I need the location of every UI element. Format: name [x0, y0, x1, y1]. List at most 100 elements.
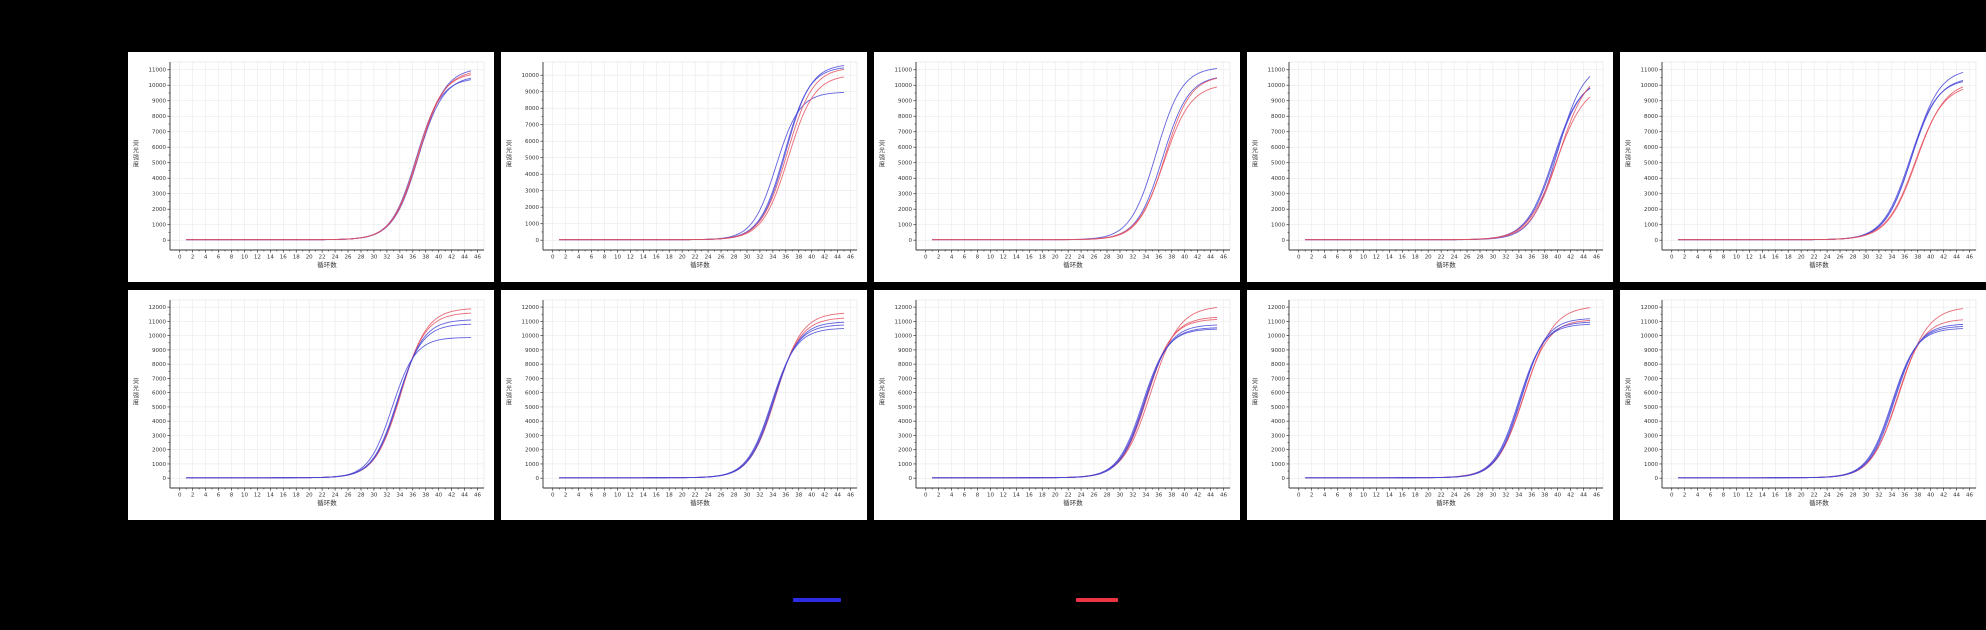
svg-text:荧: 荧	[879, 140, 885, 148]
svg-text:6: 6	[963, 493, 967, 499]
svg-text:4000: 4000	[898, 176, 912, 182]
svg-text:12: 12	[254, 493, 261, 499]
svg-text:34: 34	[1142, 255, 1149, 261]
svg-text:12: 12	[1000, 493, 1007, 499]
chart-panel-r2c3: 0 2 4 6 8 10 12 14 16 18 20 22 24 26 28 30 32 34 36 38 40 42 4…	[874, 290, 1240, 520]
svg-text:2000: 2000	[1644, 207, 1658, 213]
svg-text:8000: 8000	[898, 362, 912, 368]
svg-text:0: 0	[178, 493, 182, 499]
series-group	[932, 307, 1218, 479]
svg-text:8000: 8000	[1644, 362, 1658, 368]
svg-text:40: 40	[1181, 493, 1188, 499]
svg-text:度: 度	[1252, 399, 1258, 407]
svg-text:2000: 2000	[152, 448, 166, 454]
svg-text:光: 光	[879, 385, 885, 393]
series-blue-3	[1678, 328, 1964, 479]
chart-canvas: 0 2 4 6 8 10 12 14 16 18 20 22 24 26 28 30 32 34 36 38 40 42 4…	[133, 299, 485, 507]
svg-text:强: 强	[1625, 155, 1631, 162]
series-red-2	[186, 74, 472, 241]
svg-text:3000: 3000	[1644, 192, 1658, 198]
svg-text:44: 44	[834, 255, 841, 261]
svg-text:14: 14	[1759, 255, 1766, 261]
svg-text:8000: 8000	[1644, 114, 1658, 120]
svg-text:8: 8	[230, 493, 234, 499]
svg-text:10000: 10000	[149, 334, 167, 340]
svg-text:14: 14	[1013, 493, 1020, 499]
svg-text:7000: 7000	[152, 130, 166, 136]
svg-text:26: 26	[345, 493, 352, 499]
svg-text:24: 24	[332, 255, 339, 261]
svg-text:2000: 2000	[525, 448, 539, 454]
svg-text:4: 4	[1696, 493, 1700, 499]
svg-text:10: 10	[1733, 255, 1740, 261]
svg-text:9000: 9000	[1644, 99, 1658, 105]
svg-text:34: 34	[1515, 493, 1522, 499]
x-axis-label: 循环数	[1063, 498, 1083, 507]
svg-text:4: 4	[204, 493, 208, 499]
svg-text:10: 10	[614, 493, 621, 499]
svg-text:46: 46	[1593, 493, 1600, 499]
svg-text:5000: 5000	[525, 405, 539, 411]
svg-text:24: 24	[1451, 255, 1458, 261]
svg-text:4000: 4000	[152, 419, 166, 425]
svg-text:32: 32	[1502, 493, 1509, 499]
svg-text:20: 20	[306, 493, 313, 499]
svg-text:1000: 1000	[1644, 462, 1658, 468]
svg-text:34: 34	[1888, 255, 1895, 261]
svg-text:光: 光	[879, 147, 885, 155]
grid-lines	[1289, 62, 1603, 250]
svg-text:4000: 4000	[152, 176, 166, 182]
series-group	[559, 312, 845, 479]
svg-text:度: 度	[1252, 161, 1258, 169]
svg-text:4000: 4000	[525, 419, 539, 425]
svg-text:2: 2	[937, 255, 941, 261]
svg-text:40: 40	[1554, 255, 1561, 261]
svg-text:16: 16	[280, 255, 287, 261]
svg-text:光: 光	[1252, 147, 1258, 155]
svg-text:1000: 1000	[1644, 223, 1658, 229]
svg-text:0: 0	[924, 255, 928, 261]
svg-text:1000: 1000	[1271, 462, 1285, 468]
svg-text:3000: 3000	[152, 192, 166, 198]
svg-text:44: 44	[461, 255, 468, 261]
x-axis-label: 循环数	[1436, 498, 1456, 507]
svg-text:8: 8	[1722, 255, 1726, 261]
svg-text:26: 26	[1837, 255, 1844, 261]
svg-text:11000: 11000	[522, 319, 540, 325]
svg-text:2: 2	[1310, 255, 1314, 261]
svg-text:34: 34	[1515, 255, 1522, 261]
grid-lines	[170, 300, 484, 488]
chart-canvas: 0 2 4 6 8 10 12 14 16 18 20 22 24 26 28 30 32 34 36 38 40 42 4…	[879, 299, 1231, 507]
svg-text:34: 34	[769, 493, 776, 499]
svg-text:46: 46	[1220, 493, 1227, 499]
svg-text:0: 0	[536, 238, 540, 244]
chart-canvas: 0 2 4 6 8 10 12 14 16 18 20 22 24 26 28 30 32 34 36 38 40 42 4…	[1252, 299, 1604, 507]
svg-text:光: 光	[133, 147, 139, 155]
chart-panel-r1c2: 0 2 4 6 8 10 12 14 16 18 20 22 24 26 28 30 32 34 36 38 40 42 4…	[501, 52, 867, 282]
svg-text:38: 38	[1168, 255, 1175, 261]
x-axis-label: 循环数	[1063, 260, 1083, 269]
svg-text:荧: 荧	[133, 140, 139, 148]
x-axis-label: 循环数	[1436, 260, 1456, 269]
x-axis-label: 循环数	[690, 498, 710, 507]
grid-lines	[1289, 300, 1603, 488]
svg-text:3000: 3000	[898, 192, 912, 198]
svg-text:20: 20	[1052, 493, 1059, 499]
svg-text:6: 6	[1709, 255, 1713, 261]
svg-text:40: 40	[1181, 255, 1188, 261]
svg-text:4000: 4000	[1644, 419, 1658, 425]
svg-text:2: 2	[1683, 255, 1687, 261]
svg-text:10000: 10000	[522, 334, 540, 340]
axes	[542, 62, 857, 251]
svg-text:22: 22	[319, 255, 326, 261]
svg-text:11000: 11000	[149, 319, 167, 325]
svg-text:12: 12	[627, 493, 634, 499]
grid-lines	[916, 62, 1230, 250]
svg-text:42: 42	[1940, 493, 1947, 499]
svg-text:20: 20	[679, 255, 686, 261]
svg-text:6: 6	[963, 255, 967, 261]
svg-text:40: 40	[1927, 255, 1934, 261]
